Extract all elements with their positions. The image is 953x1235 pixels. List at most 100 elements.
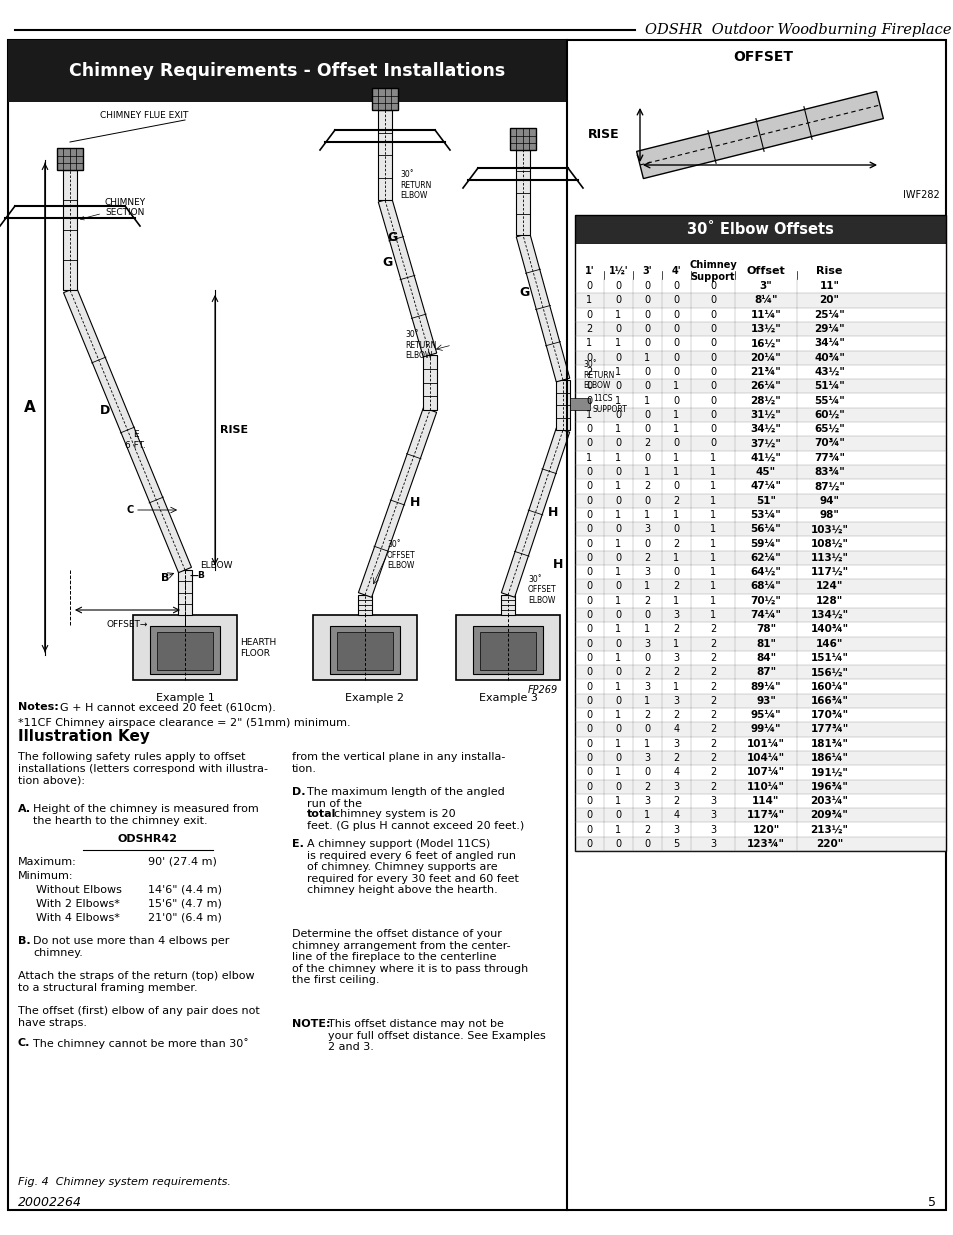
- Bar: [575, 351, 945, 364]
- Text: 59¼": 59¼": [750, 538, 781, 548]
- Text: 124": 124": [815, 582, 842, 592]
- Text: 2: 2: [709, 625, 716, 635]
- Text: 1': 1': [584, 266, 594, 275]
- Text: 13½": 13½": [750, 324, 781, 333]
- Text: 3": 3": [759, 282, 772, 291]
- Text: 0: 0: [644, 767, 650, 777]
- Text: 1: 1: [673, 424, 679, 435]
- Text: 1: 1: [673, 510, 679, 520]
- Text: 5: 5: [673, 839, 679, 848]
- Bar: [575, 808, 945, 823]
- Text: 166¾": 166¾": [810, 695, 847, 706]
- Text: 16½": 16½": [750, 338, 781, 348]
- Text: 1½': 1½': [608, 266, 628, 275]
- Text: 0: 0: [615, 524, 621, 535]
- Text: 117¾": 117¾": [746, 810, 784, 820]
- Bar: [575, 564, 945, 579]
- Text: With 4 Elbows*: With 4 Elbows*: [36, 913, 120, 923]
- Text: 113½": 113½": [810, 553, 847, 563]
- Text: 101¼": 101¼": [746, 739, 784, 748]
- Text: 0: 0: [586, 739, 592, 748]
- Text: 186¼": 186¼": [810, 753, 847, 763]
- Text: 1: 1: [586, 338, 592, 348]
- Text: 0: 0: [644, 495, 650, 505]
- Text: 103½": 103½": [810, 524, 847, 535]
- Bar: [569, 398, 589, 410]
- Text: 0: 0: [586, 524, 592, 535]
- Polygon shape: [378, 198, 436, 357]
- Text: 0: 0: [615, 610, 621, 620]
- Text: 45": 45": [755, 467, 775, 477]
- Text: 98": 98": [819, 510, 839, 520]
- Text: 0: 0: [615, 638, 621, 648]
- Text: A chimney support (Model 11CS)
is required every 6 feet of angled run
of chimney: A chimney support (Model 11CS) is requir…: [307, 839, 518, 895]
- Text: The offset (first) elbow of any pair does not
have straps.: The offset (first) elbow of any pair doe…: [18, 1007, 259, 1028]
- Bar: [575, 479, 945, 494]
- Text: B.: B.: [18, 936, 30, 946]
- Text: 89¼": 89¼": [750, 682, 781, 692]
- Text: 2: 2: [673, 582, 679, 592]
- Text: 34½": 34½": [750, 424, 781, 435]
- Text: 1: 1: [615, 682, 621, 692]
- Text: 0: 0: [644, 282, 650, 291]
- Text: 0: 0: [709, 310, 716, 320]
- Text: 160¼": 160¼": [810, 682, 847, 692]
- Text: Notes:: Notes:: [18, 701, 59, 713]
- Bar: [575, 651, 945, 666]
- Text: 0: 0: [586, 495, 592, 505]
- Bar: [575, 451, 945, 464]
- Text: 30˚
RETURN
ELBOW: 30˚ RETURN ELBOW: [405, 330, 436, 359]
- Text: 1: 1: [709, 595, 716, 605]
- Text: 108½": 108½": [810, 538, 847, 548]
- Text: 3: 3: [644, 524, 650, 535]
- Text: 26¼": 26¼": [750, 382, 781, 391]
- Text: 1: 1: [673, 638, 679, 648]
- Text: 0: 0: [709, 324, 716, 333]
- Text: A.: A.: [18, 804, 31, 814]
- Text: G: G: [519, 287, 530, 299]
- Text: 2: 2: [709, 782, 716, 792]
- Polygon shape: [64, 288, 192, 573]
- Bar: [575, 666, 945, 679]
- Text: 1: 1: [615, 767, 621, 777]
- Text: 30˚
RETURN
ELBOW: 30˚ RETURN ELBOW: [399, 170, 431, 200]
- Text: 0: 0: [709, 395, 716, 405]
- Text: E
6 FT.: E 6 FT.: [125, 430, 146, 450]
- Bar: [575, 308, 945, 322]
- Text: 1: 1: [673, 595, 679, 605]
- Text: 30˚
OFFSET
ELBOW: 30˚ OFFSET ELBOW: [387, 540, 416, 569]
- Text: 0: 0: [586, 424, 592, 435]
- Text: 31½": 31½": [750, 410, 781, 420]
- Text: 3: 3: [673, 782, 679, 792]
- Bar: [500, 595, 515, 615]
- Text: 77¾": 77¾": [813, 453, 844, 463]
- Text: 1: 1: [644, 510, 650, 520]
- Bar: [575, 215, 945, 243]
- Text: 0: 0: [615, 695, 621, 706]
- Bar: [575, 679, 945, 694]
- Text: 1: 1: [709, 553, 716, 563]
- Text: 3: 3: [709, 839, 716, 848]
- Text: 95¼": 95¼": [750, 710, 781, 720]
- Text: 2: 2: [643, 667, 650, 677]
- Text: 62¼": 62¼": [750, 553, 781, 563]
- Text: OFFSET: OFFSET: [732, 49, 792, 64]
- Text: 0: 0: [586, 438, 592, 448]
- Text: 2: 2: [643, 595, 650, 605]
- Text: 3: 3: [644, 795, 650, 806]
- Text: 55¼": 55¼": [813, 395, 844, 405]
- Text: 2: 2: [643, 825, 650, 835]
- Text: 2: 2: [586, 324, 592, 333]
- Bar: [178, 571, 192, 615]
- Text: 0: 0: [615, 353, 621, 363]
- Text: 0: 0: [586, 567, 592, 577]
- Text: 3': 3': [642, 266, 652, 275]
- Text: 0: 0: [586, 282, 592, 291]
- Bar: [575, 766, 945, 779]
- Text: 0: 0: [644, 295, 650, 305]
- Text: 4: 4: [673, 767, 679, 777]
- Bar: [63, 170, 77, 290]
- Bar: [57, 148, 83, 170]
- Text: 2: 2: [709, 638, 716, 648]
- Text: 110¼": 110¼": [746, 782, 784, 792]
